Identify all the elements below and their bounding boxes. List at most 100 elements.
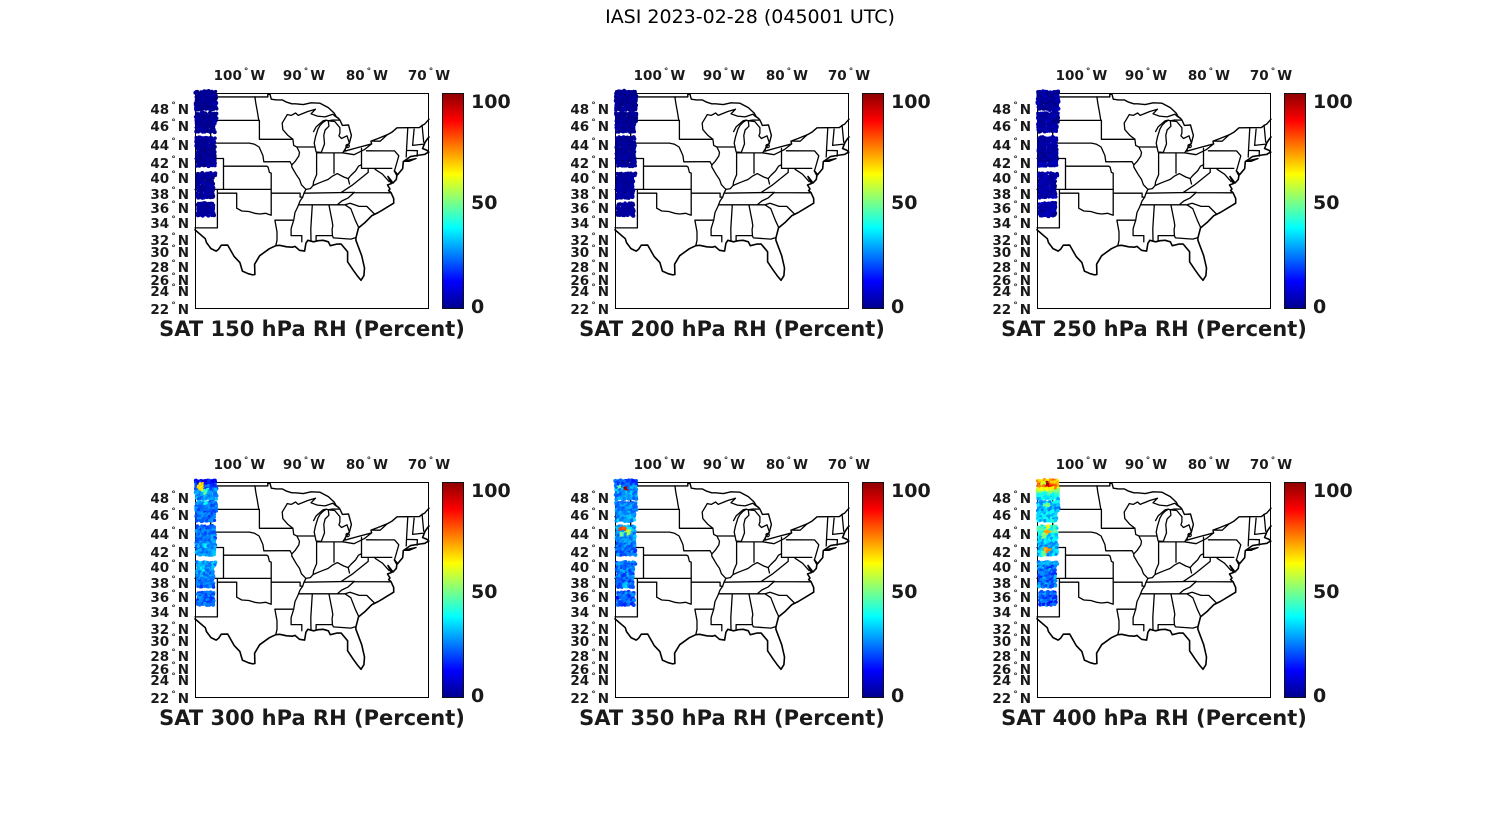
lat-tick-label: 32 ° N bbox=[992, 232, 1031, 250]
lon-tick-label: 70 ° W bbox=[407, 456, 451, 473]
lon-tick-label: 70 ° W bbox=[1249, 456, 1293, 473]
panel-title: SAT 350 hPa RH (Percent) bbox=[579, 706, 885, 730]
lon-tick-label: 100 ° W bbox=[213, 67, 266, 84]
lat-tick-label: 26 ° N bbox=[150, 271, 189, 289]
lat-tick-label: 34 ° N bbox=[992, 215, 1031, 233]
lat-tick-label: 28 ° N bbox=[150, 647, 189, 665]
lat-tick-label: 22 ° N bbox=[150, 689, 189, 707]
lon-tick-label: 100 ° W bbox=[213, 456, 266, 473]
lon-tick-label: 90 ° W bbox=[702, 456, 746, 473]
lat-tick-label: 22 ° N bbox=[150, 300, 189, 318]
us-map bbox=[613, 478, 850, 698]
lon-tick-label: 70 ° W bbox=[407, 67, 451, 84]
colorbar-tick-label: 100 bbox=[891, 90, 931, 113]
lon-tick-label: 80 ° W bbox=[1187, 456, 1231, 473]
lon-tick-label: 80 ° W bbox=[765, 456, 809, 473]
lon-tick-label: 80 ° W bbox=[765, 67, 809, 84]
colorbar-tick-label: 0 bbox=[471, 684, 485, 707]
lon-tick-label: 100 ° W bbox=[1055, 67, 1108, 84]
map-outline bbox=[194, 93, 430, 282]
lat-tick-label: 38 ° N bbox=[992, 575, 1031, 593]
lat-tick-label: 22 ° N bbox=[992, 300, 1031, 318]
satellite-swath bbox=[1035, 89, 1061, 219]
lat-tick-label: 46 ° N bbox=[992, 118, 1031, 136]
colorbar bbox=[442, 482, 464, 698]
lat-tick-label: 36 ° N bbox=[150, 589, 189, 607]
lat-tick-label: 38 ° N bbox=[992, 186, 1031, 204]
us-map bbox=[613, 88, 850, 309]
lon-tick-label: 90 ° W bbox=[1124, 456, 1168, 473]
lat-tick-label: 46 ° N bbox=[150, 118, 189, 136]
lat-tick-label: 26 ° N bbox=[570, 660, 609, 678]
colorbar-tick-label: 50 bbox=[1313, 191, 1340, 214]
lat-tick-label: 38 ° N bbox=[150, 575, 189, 593]
map-outline bbox=[1036, 93, 1272, 282]
lat-tick-label: 24 ° N bbox=[150, 672, 189, 690]
map-panel-250hpa: 100 ° W 90 ° W 80 ° W 70 ° W 48 ° N 46 ° N 44 ° N 42 ° N 40 ° N 38… bbox=[975, 60, 1356, 349]
lat-tick-label: 46 ° N bbox=[150, 507, 189, 525]
lat-tick-label: 48 ° N bbox=[992, 100, 1031, 118]
map-frame bbox=[615, 93, 849, 309]
lat-tick-label: 48 ° N bbox=[150, 100, 189, 118]
lat-tick-label: 44 ° N bbox=[992, 136, 1031, 154]
us-map bbox=[1035, 89, 1272, 309]
colorbar-tick-label: 100 bbox=[891, 479, 931, 502]
colorbar-tick-label: 0 bbox=[471, 295, 485, 318]
lat-tick-label: 34 ° N bbox=[570, 215, 609, 233]
colorbar-tick-label: 0 bbox=[1313, 295, 1327, 318]
lat-tick-label: 26 ° N bbox=[992, 660, 1031, 678]
lat-tick-label: 36 ° N bbox=[570, 200, 609, 218]
colorbar-tick-label: 50 bbox=[471, 191, 498, 214]
us-map bbox=[193, 478, 430, 698]
lat-tick-label: 26 ° N bbox=[570, 271, 609, 289]
panel-title: SAT 200 hPa RH (Percent) bbox=[579, 317, 885, 341]
lat-tick-label: 40 ° N bbox=[570, 170, 609, 188]
colorbar bbox=[1284, 482, 1306, 698]
map-panel-200hpa: 100 ° W 90 ° W 80 ° W 70 ° W 48 ° N 46 ° N 44 ° N 42 ° N 40 ° N 38… bbox=[553, 60, 934, 349]
colorbar-tick-label: 0 bbox=[891, 684, 905, 707]
colorbar bbox=[1284, 93, 1306, 309]
lon-tick-label: 70 ° W bbox=[1249, 67, 1293, 84]
colorbar bbox=[862, 482, 884, 698]
lat-tick-label: 38 ° N bbox=[150, 186, 189, 204]
lon-tick-label: 70 ° W bbox=[827, 67, 871, 84]
lat-tick-label: 36 ° N bbox=[570, 589, 609, 607]
lat-tick-label: 34 ° N bbox=[150, 604, 189, 622]
lat-tick-label: 28 ° N bbox=[150, 258, 189, 276]
lat-tick-label: 32 ° N bbox=[150, 621, 189, 639]
satellite-swath bbox=[193, 478, 219, 608]
lat-tick-label: 24 ° N bbox=[570, 283, 609, 301]
lat-tick-label: 22 ° N bbox=[570, 689, 609, 707]
lat-tick-label: 24 ° N bbox=[150, 283, 189, 301]
figure-title: IASI 2023-02-28 (045001 UTC) bbox=[605, 6, 895, 28]
lat-tick-label: 36 ° N bbox=[992, 200, 1031, 218]
lon-tick-label: 100 ° W bbox=[1055, 456, 1108, 473]
lat-tick-label: 40 ° N bbox=[992, 559, 1031, 577]
lat-tick-label: 28 ° N bbox=[992, 647, 1031, 665]
lat-tick-label: 30 ° N bbox=[150, 633, 189, 651]
lon-tick-label: 90 ° W bbox=[702, 67, 746, 84]
colorbar-tick-label: 100 bbox=[471, 479, 511, 502]
colorbar-tick-label: 100 bbox=[1313, 479, 1353, 502]
lat-tick-label: 42 ° N bbox=[150, 543, 189, 561]
lon-tick-label: 90 ° W bbox=[282, 67, 326, 84]
us-map bbox=[193, 89, 430, 309]
lon-tick-label: 80 ° W bbox=[345, 456, 389, 473]
colorbar-tick-label: 50 bbox=[1313, 580, 1340, 603]
lat-tick-label: 26 ° N bbox=[992, 271, 1031, 289]
lat-tick-label: 44 ° N bbox=[570, 525, 609, 543]
lat-tick-label: 48 ° N bbox=[570, 100, 609, 118]
lat-tick-label: 28 ° N bbox=[570, 647, 609, 665]
map-panel-400hpa: 100 ° W 90 ° W 80 ° W 70 ° W 48 ° N 46 ° N 44 ° N 42 ° N 40 ° N 38… bbox=[975, 449, 1356, 738]
lat-tick-label: 34 ° N bbox=[992, 604, 1031, 622]
satellite-swath bbox=[193, 89, 219, 218]
lat-tick-label: 26 ° N bbox=[150, 660, 189, 678]
lat-tick-label: 34 ° N bbox=[570, 604, 609, 622]
colorbar-tick-label: 0 bbox=[1313, 684, 1327, 707]
lat-tick-label: 30 ° N bbox=[992, 633, 1031, 651]
lon-tick-label: 80 ° W bbox=[1187, 67, 1231, 84]
lat-tick-label: 30 ° N bbox=[570, 633, 609, 651]
lat-tick-label: 28 ° N bbox=[570, 258, 609, 276]
lat-tick-label: 24 ° N bbox=[992, 672, 1031, 690]
map-frame bbox=[615, 482, 849, 698]
